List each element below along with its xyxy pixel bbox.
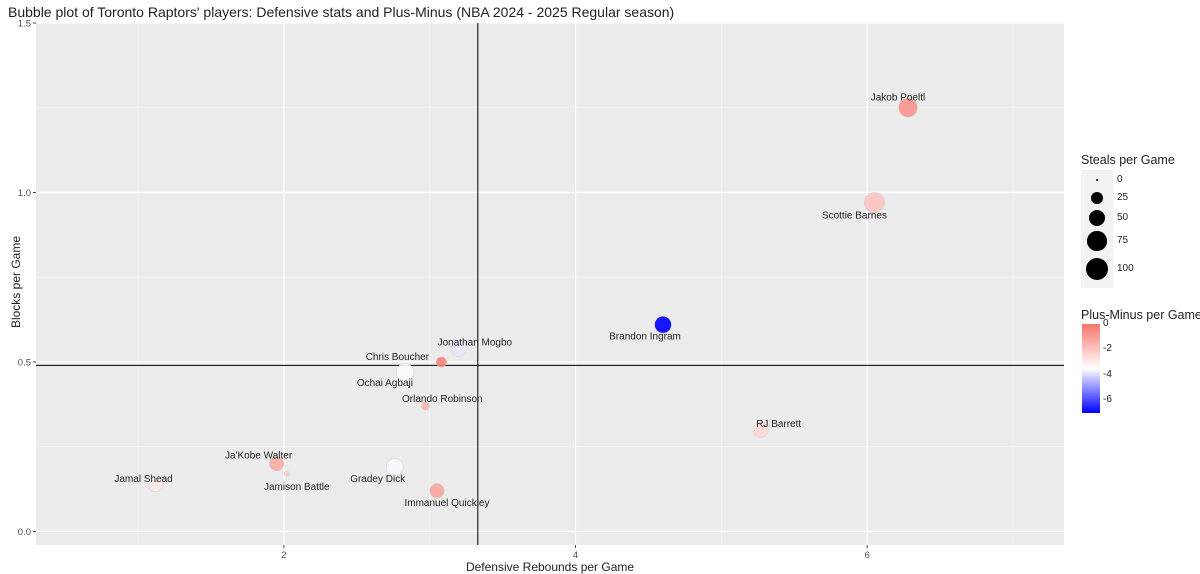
bubble-point: [269, 456, 285, 472]
y-tick-label: 0.5: [18, 357, 31, 368]
bubble-point: [147, 476, 164, 492]
point-label: Immanuel Quickley: [404, 498, 489, 509]
bubble-point: [654, 316, 672, 334]
size-legend-label: 0: [1117, 174, 1123, 185]
bubble-point: [450, 340, 468, 357]
color-legend-title: Plus-Minus per Game: [1081, 308, 1200, 322]
x-tick-label: 6: [865, 550, 870, 561]
colorbar-tick-label: -2: [1103, 343, 1112, 355]
colorbar: [1082, 324, 1100, 413]
x-axis-title: Defensive Rebounds per Game: [465, 560, 635, 574]
colorbar-tick-label: 0: [1103, 318, 1109, 329]
y-axis-title: Blocks per Game: [9, 235, 23, 329]
size-legend-dot: [1087, 231, 1107, 251]
bubble-point: [752, 421, 769, 438]
point-label: Ochai Agbaji: [357, 378, 413, 389]
bubble-point: [898, 98, 918, 118]
size-legend-label: 25: [1117, 192, 1129, 203]
size-legend-title: Steals per Game: [1081, 153, 1175, 167]
bubble-point: [429, 483, 445, 499]
size-legend-dot: [1091, 192, 1103, 204]
y-tick-label: 1.0: [18, 188, 31, 199]
size-legend-dot: [1086, 258, 1108, 280]
point-label: Jonathan Mogbo: [438, 337, 513, 348]
bubble-point: [395, 363, 414, 382]
point-label: Ja'Kobe Walter: [225, 451, 293, 462]
colorbar-tick-label: -6: [1103, 394, 1112, 406]
point-label: Brandon Ingram: [609, 332, 681, 343]
x-tick-label: 2: [281, 550, 286, 561]
point-label: Jamal Shead: [114, 474, 172, 485]
bubble-point: [863, 192, 885, 214]
point-label: Scottie Barnes: [822, 211, 887, 222]
chart-title: Bubble plot of Toronto Raptors' players:…: [8, 4, 675, 20]
point-label: Chris Boucher: [366, 352, 430, 363]
bubble-point: [386, 458, 404, 476]
point-label: Gradey Dick: [350, 474, 406, 485]
point-label: Jamison Battle: [264, 482, 330, 493]
point-label: Jakob Poeltl: [871, 93, 925, 104]
bubble-point: [435, 356, 447, 368]
bubble-point: [420, 401, 430, 411]
y-tick-label: 1.5: [18, 19, 31, 30]
size-legend-dot: [1088, 209, 1106, 227]
x-tick-label: 4: [573, 550, 578, 561]
size-legend-dot: [1096, 179, 1098, 181]
size-legend-label: 50: [1117, 212, 1129, 223]
point-label: RJ Barrett: [756, 419, 801, 430]
bubble-point: [283, 470, 290, 477]
size-legend-label: 75: [1117, 235, 1129, 246]
colorbar-tick-label: -4: [1103, 368, 1112, 380]
point-label: Orlando Robinson: [402, 394, 483, 405]
size-legend-label: 100: [1117, 263, 1134, 274]
y-tick-label: 0.0: [18, 527, 31, 538]
plot-panel: [36, 23, 1064, 545]
